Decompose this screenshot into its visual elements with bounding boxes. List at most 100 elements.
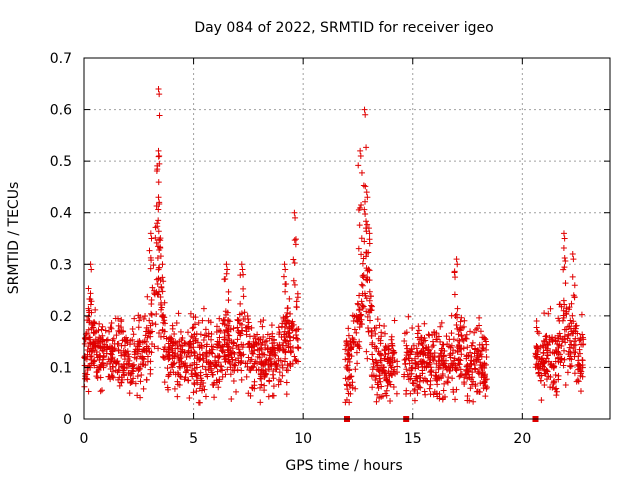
data-point [577,388,584,395]
data-point [342,375,349,382]
data-point [566,304,573,311]
data-point [222,276,229,283]
data-point [430,342,437,349]
data-point [437,350,444,357]
data-point [196,351,203,358]
data-point [191,350,198,357]
data-point [543,341,550,348]
data-point [213,323,220,330]
data-point [153,310,160,317]
data-point [435,354,442,361]
data-point [124,337,131,344]
data-point [170,360,177,367]
data-point [231,361,238,368]
data-point [345,347,352,354]
data-point [105,356,112,363]
data-point [270,375,277,382]
data-point [441,380,448,387]
data-point [388,364,395,371]
data-point [156,91,163,98]
data-point [130,361,137,368]
data-point [563,310,570,317]
data-point [97,363,104,370]
data-point [450,386,457,393]
data-point [447,354,454,361]
data-point [99,323,106,330]
data-point [357,147,364,154]
data-point [144,353,151,360]
data-point [137,314,144,321]
data-point [447,344,454,351]
data-point [265,365,272,372]
data-point [291,353,298,360]
data-point [358,298,365,305]
data-point [571,370,578,377]
data-point [455,331,462,338]
data-point [376,351,383,358]
data-point [444,379,451,386]
data-point [99,332,106,339]
data-point [225,288,232,295]
data-point [345,355,352,362]
data-point [161,379,168,386]
data-point [559,317,566,324]
data-point [479,365,486,372]
data-point [199,317,206,324]
data-point [561,264,568,271]
data-point [468,360,475,367]
data-point [203,341,210,348]
data-point [219,367,226,374]
data-point [236,311,243,318]
data-point [356,338,363,345]
data-point [401,357,408,364]
data-point [176,382,183,389]
data-point [234,336,241,343]
data-point [238,352,245,359]
data-point [109,348,116,355]
data-point [286,295,293,302]
data-point [136,337,143,344]
data-point [441,393,448,400]
data-point [358,281,365,288]
data-point [265,393,272,400]
data-point [147,366,154,373]
data-point [169,342,176,349]
data-point [227,364,234,371]
data-point [237,300,244,307]
data-point [217,366,224,373]
data-point [554,338,561,345]
data-point [142,332,149,339]
data-point [159,261,166,268]
data-point [177,328,184,335]
data-point [561,235,568,242]
data-point [264,331,271,338]
data-point [123,360,130,367]
data-point [547,362,554,369]
data-point [579,331,586,338]
data-point [291,260,298,267]
data-point [570,318,577,325]
data-point [156,236,163,243]
data-point [373,398,380,405]
data-point [252,335,259,342]
data-point [415,361,422,368]
data-point [468,381,475,388]
data-point [157,301,164,308]
data-point [132,346,139,353]
data-point [248,356,255,363]
data-point [409,324,416,331]
data-point [350,317,357,324]
data-point [478,347,485,354]
data-point [282,288,289,295]
data-point [349,379,356,386]
data-point [279,361,286,368]
data-point [156,329,163,336]
data-point [225,343,232,350]
data-point [173,320,180,327]
y-tick-label: 0.4 [50,206,72,222]
data-point [165,373,172,380]
data-point [187,310,194,317]
data-point [293,304,300,311]
data-point [293,335,300,342]
data-point [233,342,240,349]
